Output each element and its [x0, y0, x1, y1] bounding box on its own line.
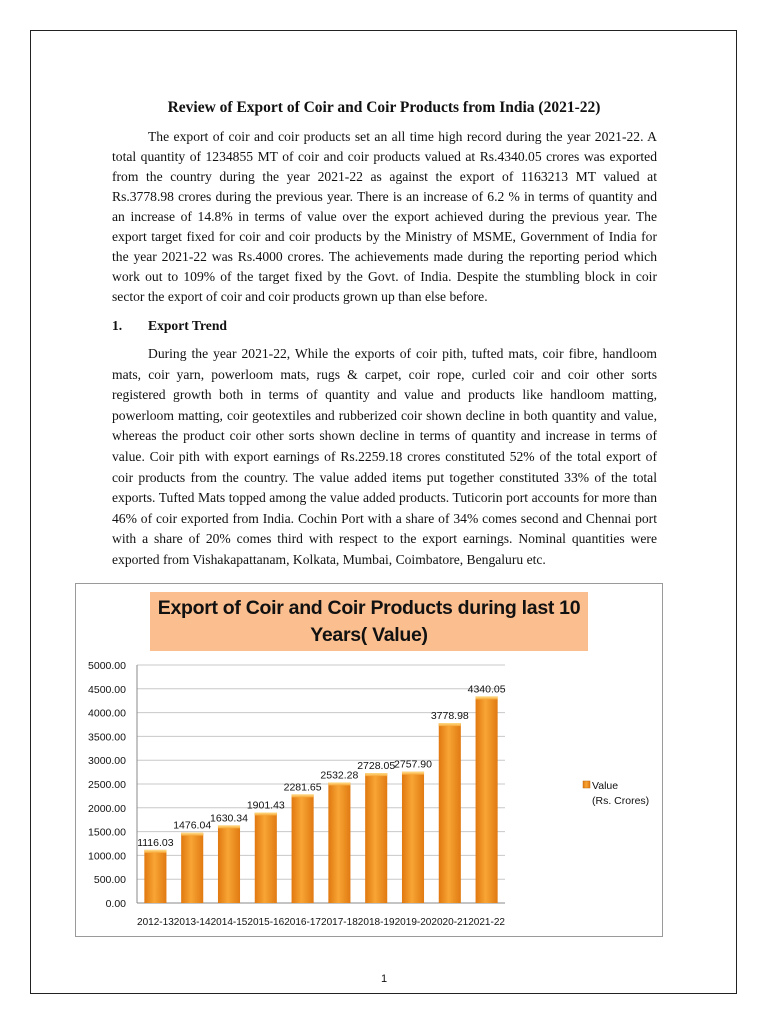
data-label: 1901.43	[247, 799, 285, 811]
bar-top	[328, 782, 351, 786]
text-line: 46% of coir exported from India. Cochin …	[112, 510, 657, 526]
bar-top	[365, 773, 388, 777]
chart-title: Export of Coir and Coir Products during …	[150, 592, 588, 651]
y-tick-label: 500.00	[94, 874, 126, 886]
y-tick-label: 4500.00	[88, 684, 126, 696]
x-tick-label: 2012-13	[137, 916, 174, 928]
chart-title-line2: Years( Value)	[310, 624, 428, 646]
text-line: an increase of 14.8% in terms of value o…	[112, 209, 657, 224]
intro-paragraph: The export of coir and coir products set…	[112, 127, 657, 307]
data-label: 3778.98	[431, 710, 469, 722]
bar	[401, 771, 425, 903]
bar	[365, 773, 388, 903]
y-tick-label: 2000.00	[88, 803, 126, 815]
y-tick-label: 5000.00	[88, 660, 126, 672]
text-line: the year 2021-22 was Rs.4000 crores. The…	[112, 249, 657, 264]
chart-title-line1: Export of Coir and Coir Products during …	[157, 597, 581, 619]
bar-top	[291, 794, 314, 798]
chart-container	[75, 583, 663, 937]
x-tick-label: 2017-18	[321, 916, 358, 928]
bar	[144, 849, 167, 903]
text-line: exports. Tufted Mats topped among the va…	[112, 490, 657, 506]
x-tick-label: 2018-19	[358, 916, 395, 928]
legend-label: Value	[592, 780, 618, 792]
text-line: export target fixed for coir and coir pr…	[112, 229, 657, 244]
text-line: sector the export of coir and coir produ…	[112, 289, 488, 304]
y-tick-label: 1000.00	[88, 850, 126, 862]
bar	[254, 812, 277, 903]
text-line: whereas the product coir other sorts sho…	[112, 428, 657, 444]
bar-top	[438, 723, 461, 727]
text-line: coir products from the country. The valu…	[112, 469, 657, 485]
legend-swatch	[582, 780, 591, 789]
text-line: powerloom matting, coir geotextiles and …	[112, 407, 657, 423]
text-line: with a share of 20% comes third with res…	[112, 531, 657, 547]
bar	[328, 782, 351, 903]
text-line: Rs.3778.98 crores during the previous ye…	[112, 189, 657, 204]
x-tick-label: 2016-17	[284, 916, 321, 928]
x-tick-label: 2015-16	[247, 916, 284, 928]
data-label: 2532.28	[320, 769, 358, 781]
y-tick-label: 2500.00	[88, 779, 126, 791]
text-line: value. Coir pith with export earnings of…	[112, 448, 657, 464]
x-tick-label: 2019-20	[395, 916, 432, 928]
bar	[291, 794, 314, 903]
data-label: 2728.05	[357, 760, 395, 772]
data-label: 1630.34	[210, 812, 248, 824]
bar-top	[475, 696, 498, 700]
text-line: exported from Vishakapattanam, Kolkata, …	[112, 551, 546, 567]
y-tick-label: 1500.00	[88, 827, 126, 839]
data-label: 2281.65	[284, 781, 322, 793]
text-line: mats, coir yarn, powerloom mats, rugs & …	[112, 366, 657, 382]
bar-top	[144, 849, 167, 853]
page-number: 1	[380, 973, 388, 985]
text-line: registered growth both in terms of quant…	[112, 387, 657, 403]
bar	[181, 832, 204, 903]
export-trend-paragraph: During the year 2021-22, While the expor…	[112, 344, 657, 571]
x-tick-label: 2021-22	[468, 916, 505, 928]
y-tick-label: 4000.00	[88, 708, 126, 720]
x-tick-label: 2020-21	[431, 916, 468, 928]
bar-top	[401, 771, 425, 775]
data-label: 2757.90	[394, 759, 432, 771]
bar	[438, 723, 461, 903]
section-number: 1.	[112, 318, 123, 333]
x-tick-label: 2014-15	[211, 916, 248, 928]
text-line: During the year 2021-22, While the expor…	[148, 346, 657, 361]
text-line: The export of coir and coir products set…	[148, 129, 657, 144]
legend-label-unit: (Rs. Crores)	[592, 795, 649, 807]
data-label: 4340.05	[468, 683, 506, 695]
document-title: Review of Export of Coir and Coir Produc…	[167, 99, 601, 116]
page-border	[30, 30, 737, 994]
y-tick-label: 0.00	[106, 898, 127, 910]
bar	[217, 825, 241, 903]
data-label: 1116.03	[137, 837, 174, 849]
text-line: work out to 109% of the target fixed by …	[112, 269, 657, 284]
x-tick-label: 2013-14	[174, 916, 211, 928]
section-heading: Export Trend	[148, 318, 227, 333]
bar-top	[217, 825, 241, 829]
bar-top	[254, 812, 277, 816]
y-tick-label: 3000.00	[88, 755, 126, 767]
text-line: total quantity of 1234855 MT of coir and…	[112, 149, 657, 164]
bar-top	[181, 832, 204, 836]
y-tick-label: 3500.00	[88, 731, 126, 743]
text-line: from the country during the year 2021-22…	[112, 169, 657, 184]
bar	[475, 696, 498, 903]
data-label: 1476.04	[173, 820, 211, 832]
